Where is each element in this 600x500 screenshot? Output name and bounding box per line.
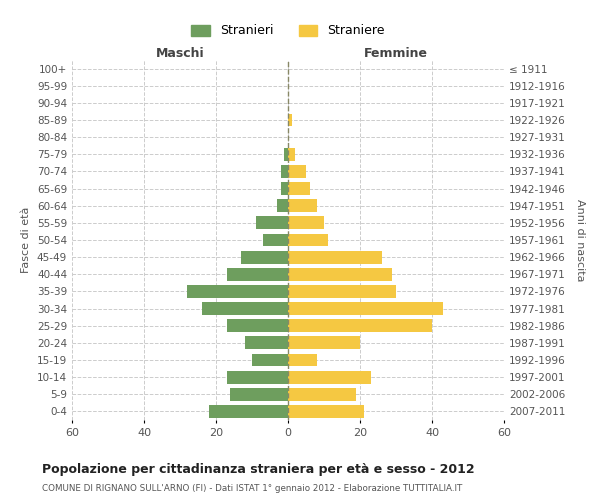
- Bar: [288, 216, 324, 230]
- Bar: [230, 388, 288, 400]
- Text: COMUNE DI RIGNANO SULL'ARNO (FI) - Dati ISTAT 1° gennaio 2012 - Elaborazione TUT: COMUNE DI RIGNANO SULL'ARNO (FI) - Dati …: [42, 484, 463, 493]
- Bar: [227, 268, 288, 280]
- Bar: [288, 250, 382, 264]
- Bar: [227, 320, 288, 332]
- Bar: [288, 405, 364, 418]
- Bar: [241, 250, 288, 264]
- Bar: [284, 148, 288, 160]
- Bar: [288, 320, 432, 332]
- Bar: [202, 302, 288, 315]
- Bar: [288, 370, 371, 384]
- Bar: [288, 302, 443, 315]
- Bar: [277, 200, 288, 212]
- Bar: [187, 285, 288, 298]
- Bar: [288, 388, 356, 400]
- Bar: [288, 285, 396, 298]
- Bar: [227, 370, 288, 384]
- Bar: [245, 336, 288, 349]
- Bar: [252, 354, 288, 366]
- Bar: [288, 354, 317, 366]
- Text: Maschi: Maschi: [155, 47, 205, 60]
- Bar: [288, 336, 360, 349]
- Bar: [288, 200, 317, 212]
- Bar: [288, 114, 292, 126]
- Bar: [288, 165, 306, 178]
- Y-axis label: Fasce di età: Fasce di età: [22, 207, 31, 273]
- Text: Popolazione per cittadinanza straniera per età e sesso - 2012: Popolazione per cittadinanza straniera p…: [42, 462, 475, 475]
- Bar: [209, 405, 288, 418]
- Bar: [256, 216, 288, 230]
- Bar: [281, 182, 288, 195]
- Bar: [288, 234, 328, 246]
- Bar: [281, 165, 288, 178]
- Bar: [288, 182, 310, 195]
- Bar: [288, 268, 392, 280]
- Legend: Stranieri, Straniere: Stranieri, Straniere: [186, 20, 390, 42]
- Bar: [288, 148, 295, 160]
- Y-axis label: Anni di nascita: Anni di nascita: [575, 198, 585, 281]
- Bar: [263, 234, 288, 246]
- Text: Femmine: Femmine: [364, 47, 428, 60]
